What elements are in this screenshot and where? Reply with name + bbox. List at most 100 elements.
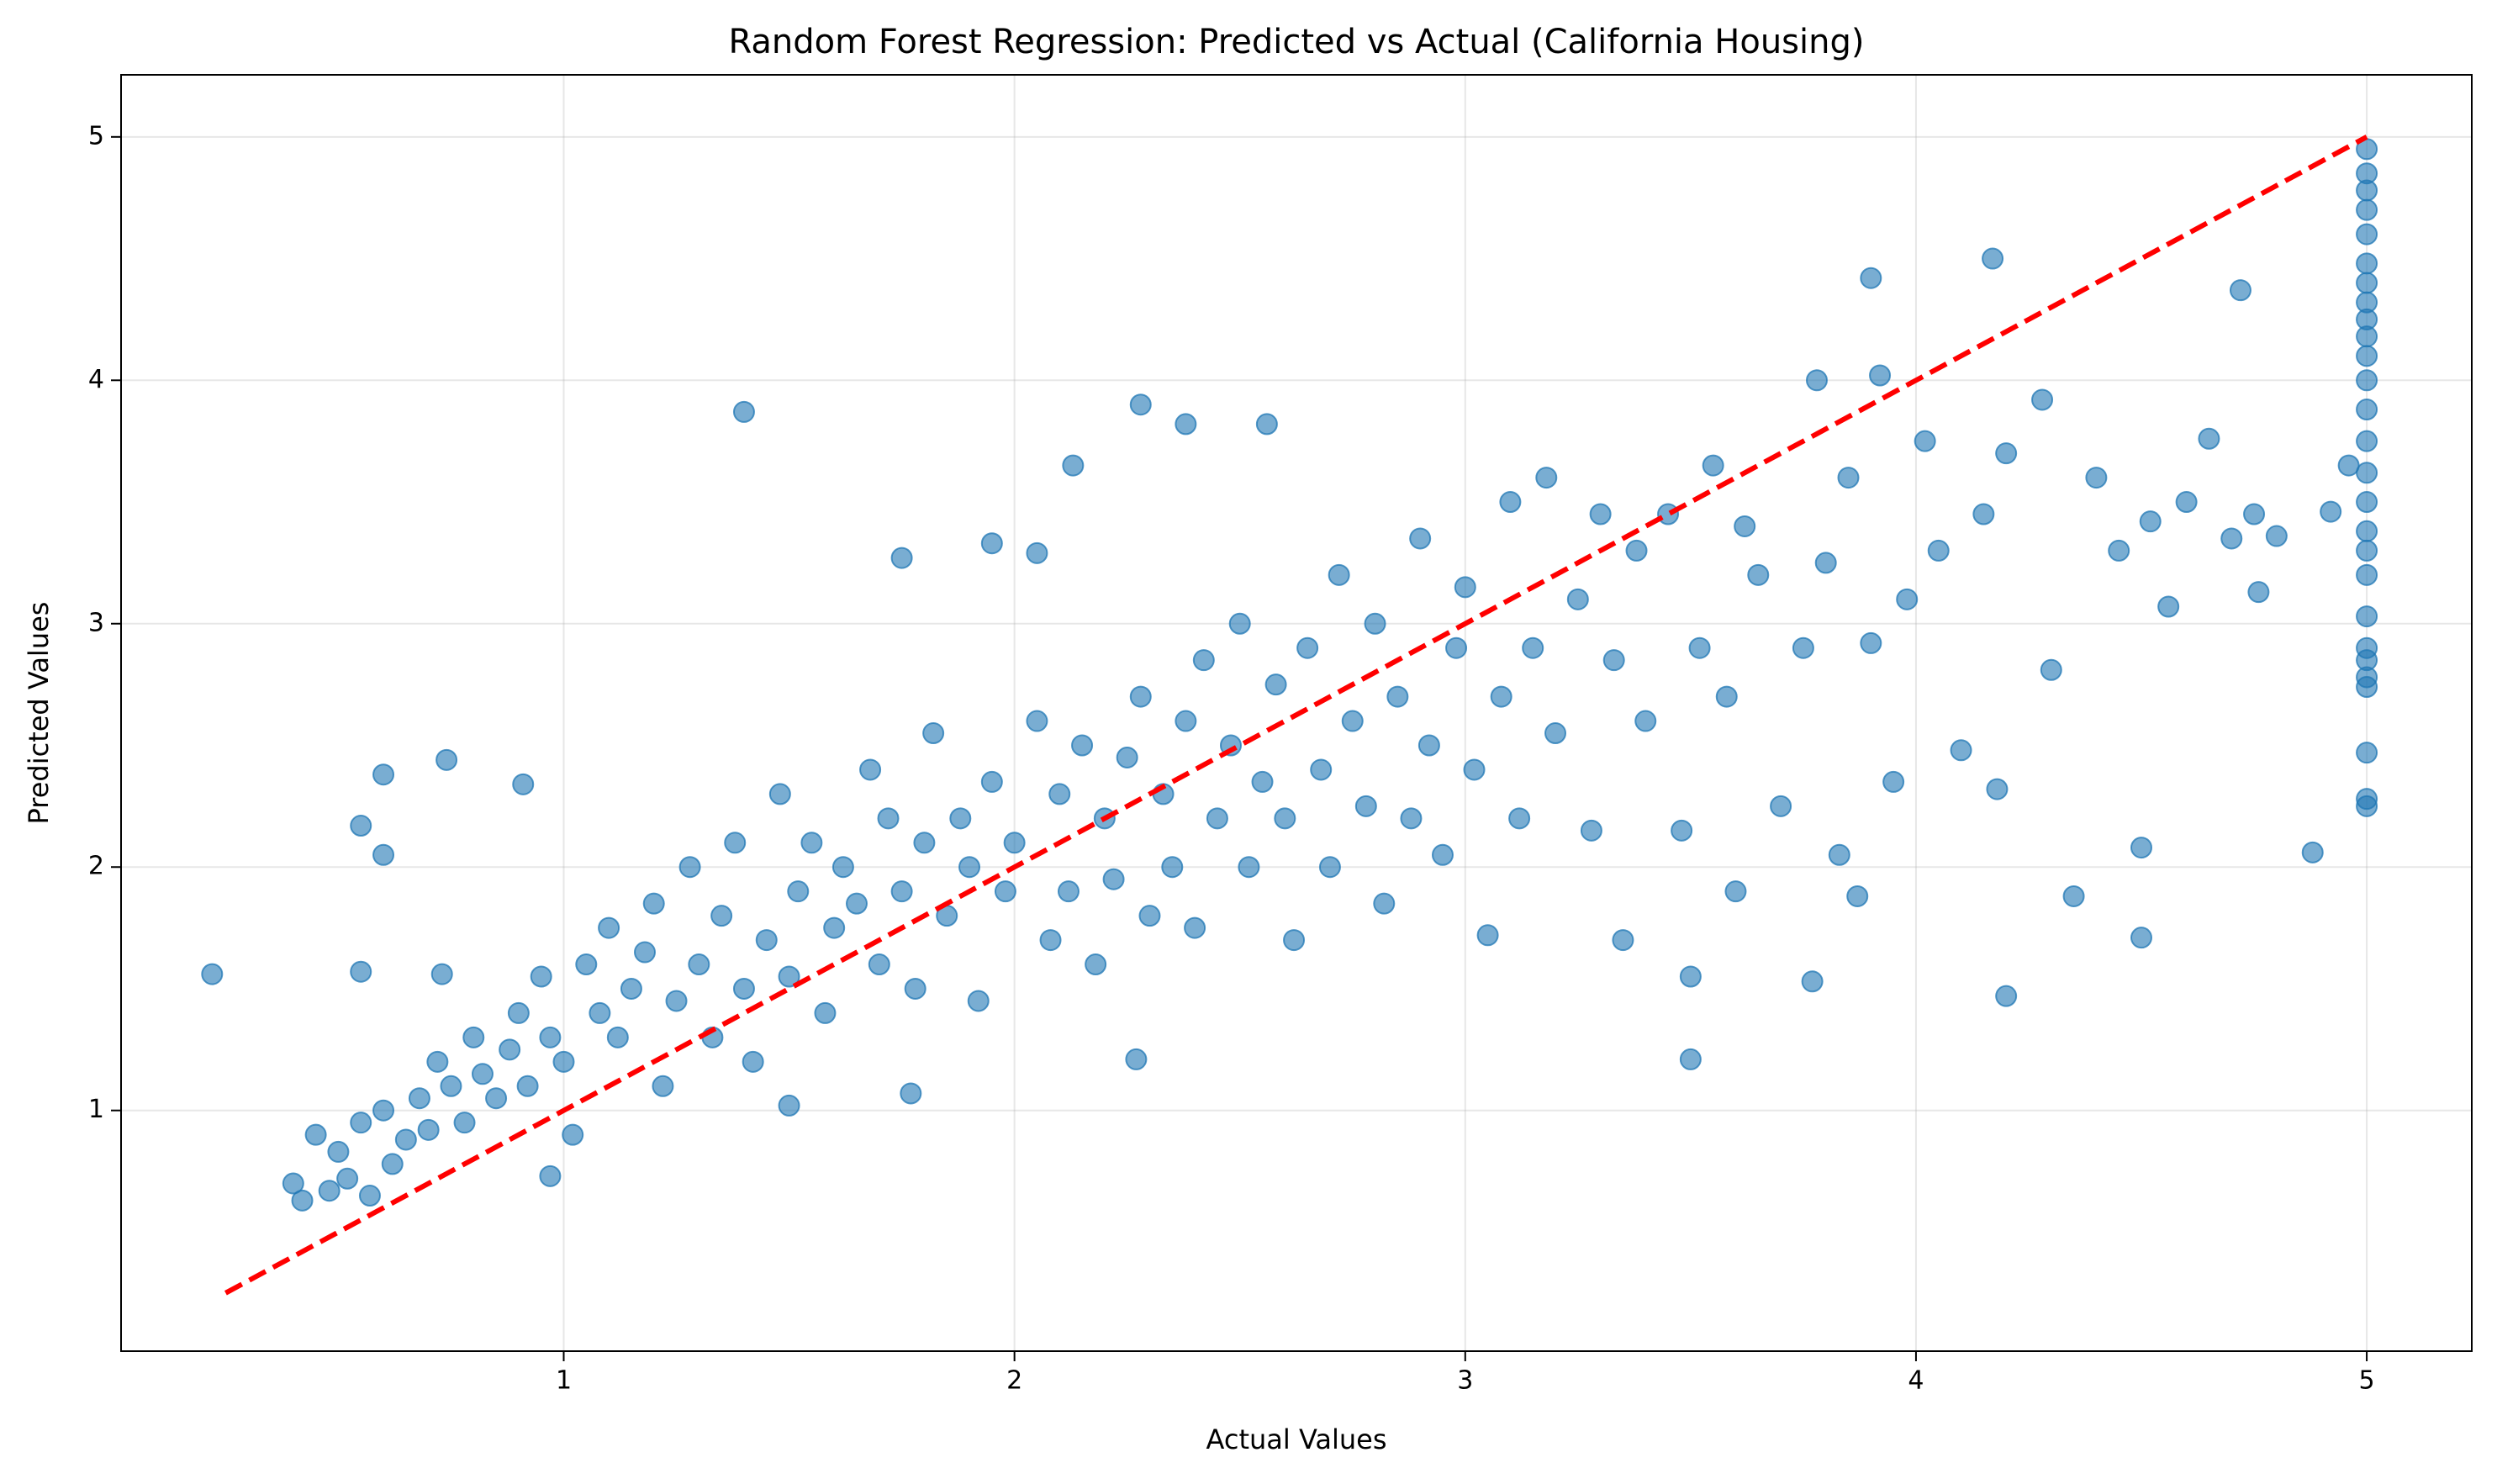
- point: [1869, 364, 1892, 387]
- point: [2130, 927, 2153, 949]
- point: [1251, 770, 1274, 793]
- point: [890, 880, 913, 903]
- point: [1129, 393, 1152, 416]
- point: [652, 1075, 674, 1097]
- point: [589, 1001, 611, 1024]
- reference-line: [224, 135, 2368, 1296]
- point: [2220, 527, 2243, 550]
- point: [778, 965, 800, 988]
- point: [1589, 503, 1612, 525]
- point: [642, 892, 665, 915]
- point: [304, 1123, 327, 1146]
- point: [1792, 636, 1814, 659]
- point: [1400, 807, 1423, 830]
- point: [1837, 467, 1860, 489]
- point: [949, 807, 972, 830]
- point: [516, 1075, 539, 1097]
- point: [1116, 746, 1138, 768]
- point: [1310, 758, 1333, 781]
- x-tick-label: 5: [2359, 1366, 2375, 1396]
- point: [2356, 369, 2378, 392]
- point: [1445, 636, 1468, 659]
- point: [372, 1099, 395, 1122]
- x-tick-label: 4: [1908, 1366, 1924, 1396]
- point: [1125, 1048, 1148, 1070]
- point: [350, 960, 372, 983]
- point: [2157, 595, 2180, 618]
- point: [2356, 605, 2378, 628]
- point: [2356, 788, 2378, 811]
- point: [732, 400, 755, 423]
- point: [904, 977, 926, 1000]
- point: [859, 758, 882, 781]
- point: [562, 1123, 584, 1146]
- point: [2108, 539, 2130, 562]
- point: [1062, 454, 1085, 477]
- point: [1175, 710, 1197, 732]
- point: [2356, 491, 2378, 514]
- point: [2356, 520, 2378, 542]
- point: [2031, 388, 2054, 411]
- point: [2356, 223, 2378, 246]
- y-tick-label: 3: [88, 608, 104, 637]
- point: [440, 1075, 462, 1097]
- point: [1071, 734, 1094, 757]
- point: [1522, 636, 1544, 659]
- point: [2356, 636, 2378, 659]
- x-tick-label: 3: [1457, 1366, 1473, 1396]
- point: [2356, 742, 2378, 764]
- point: [1003, 832, 1026, 854]
- point: [282, 1172, 304, 1195]
- point: [1612, 929, 1634, 952]
- point: [2356, 430, 2378, 452]
- point: [2356, 539, 2378, 562]
- point: [2356, 291, 2378, 314]
- point: [2356, 162, 2378, 185]
- point: [1995, 442, 2018, 465]
- point: [1085, 953, 1107, 976]
- point: [2356, 462, 2378, 484]
- plot-frame: [120, 74, 2473, 1352]
- point: [724, 832, 747, 854]
- y-tick-label: 5: [88, 121, 104, 151]
- chart-title: Random Forest Regression: Predicted vs A…: [729, 23, 1865, 61]
- point: [768, 783, 791, 805]
- point: [1770, 795, 1792, 817]
- point: [2198, 427, 2220, 450]
- point: [1544, 722, 1567, 745]
- point: [620, 977, 642, 1000]
- point: [1386, 685, 1409, 708]
- point: [1283, 929, 1306, 952]
- point: [598, 916, 620, 939]
- point: [2175, 491, 2198, 514]
- point: [665, 990, 688, 1012]
- point: [980, 770, 1003, 793]
- point: [1026, 710, 1048, 732]
- point: [1805, 369, 1828, 392]
- point: [1138, 905, 1161, 927]
- point: [1972, 503, 1995, 525]
- point: [1734, 515, 1756, 537]
- point: [1657, 503, 1680, 525]
- point: [2243, 503, 2266, 525]
- point: [2265, 525, 2288, 547]
- point: [1264, 673, 1287, 696]
- y-axis-label: Predicted Values: [23, 602, 55, 825]
- point: [1454, 576, 1476, 599]
- point: [1715, 685, 1738, 708]
- point: [1702, 454, 1724, 477]
- point: [1238, 856, 1260, 879]
- point: [1679, 1048, 1702, 1070]
- point: [678, 856, 701, 879]
- point: [1373, 892, 1396, 915]
- point: [1634, 710, 1657, 732]
- point: [1860, 631, 1882, 654]
- point: [1995, 985, 2018, 1007]
- point: [868, 953, 890, 976]
- point: [462, 1026, 485, 1048]
- point: [1431, 843, 1454, 866]
- point: [606, 1026, 629, 1048]
- point: [1175, 413, 1197, 436]
- point: [512, 773, 535, 795]
- point: [1476, 924, 1499, 947]
